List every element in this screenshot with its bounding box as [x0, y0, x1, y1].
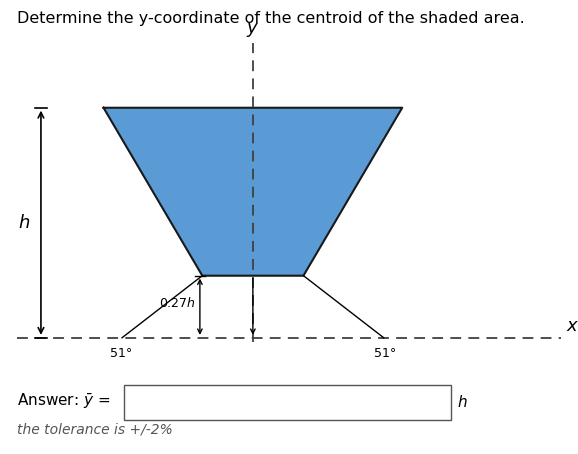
Text: $h$: $h$ — [18, 214, 30, 232]
Text: $x$: $x$ — [566, 317, 578, 336]
Text: 51°: 51° — [374, 347, 396, 360]
Text: Determine the y-coordinate of the centroid of the shaded area.: Determine the y-coordinate of the centro… — [17, 11, 525, 26]
Text: $h$: $h$ — [457, 394, 467, 410]
Text: 0.27$h$: 0.27$h$ — [159, 296, 195, 310]
Text: 51°: 51° — [110, 347, 132, 360]
Text: $y$: $y$ — [246, 21, 260, 39]
Text: the tolerance is +/-2%: the tolerance is +/-2% — [17, 422, 173, 436]
Text: Answer: $\bar{y}$ =: Answer: $\bar{y}$ = — [17, 392, 110, 411]
Polygon shape — [103, 108, 402, 276]
